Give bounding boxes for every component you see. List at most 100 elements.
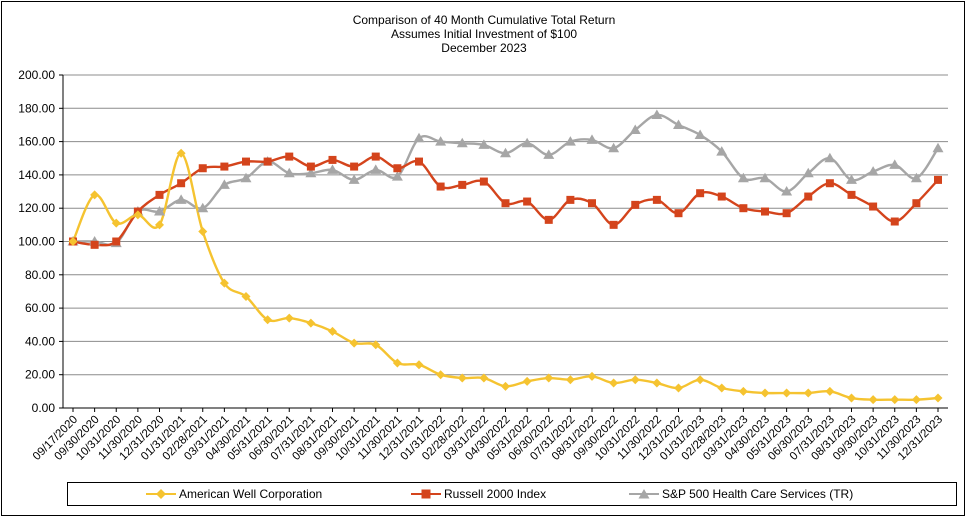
data-point-diamond xyxy=(782,388,792,398)
data-point-square xyxy=(912,199,921,208)
data-point-square xyxy=(717,192,726,201)
data-point-triangle xyxy=(759,172,771,183)
data-point-diamond xyxy=(371,340,381,350)
data-point-diamond xyxy=(609,378,619,388)
data-point-diamond xyxy=(219,278,229,288)
chart-subtitle-1: Assumes Initial Investment of $100 xyxy=(390,27,578,41)
series-lines xyxy=(71,113,940,401)
data-point-triangle xyxy=(564,136,576,146)
data-point-diamond xyxy=(133,210,143,220)
data-point-square xyxy=(177,179,186,188)
data-point-triangle xyxy=(651,109,663,119)
data-point-triangle xyxy=(500,147,511,158)
data-point-diamond xyxy=(911,395,921,405)
data-point-diamond xyxy=(803,388,813,398)
data-point-square xyxy=(436,182,445,191)
data-point-triangle xyxy=(694,129,706,139)
data-point-square xyxy=(544,215,553,224)
legend-item-american-well: American Well Corporation xyxy=(146,483,322,505)
data-point-square xyxy=(609,220,618,229)
y-tick-label: 0.00 xyxy=(32,401,56,415)
data-point-square xyxy=(761,207,769,216)
data-point-triangle xyxy=(391,171,403,181)
data-point-triangle xyxy=(673,119,684,129)
data-point-triangle xyxy=(910,172,922,183)
data-point-triangle xyxy=(867,166,879,176)
data-point-diamond xyxy=(111,218,121,228)
data-point-square xyxy=(479,177,488,186)
data-point-triangle xyxy=(543,149,555,159)
data-point-diamond xyxy=(436,370,446,380)
data-point-diamond xyxy=(241,291,251,301)
data-point-triangle xyxy=(435,136,447,146)
data-point-diamond xyxy=(392,358,402,368)
data-point-diamond xyxy=(868,395,878,405)
chart-title: Comparison of 40 Month Cumulative Total … xyxy=(352,13,616,27)
legend-swatch-triangle-icon xyxy=(629,489,659,499)
data-point-triangle xyxy=(370,164,382,174)
data-point-square xyxy=(393,164,402,173)
data-point-triangle xyxy=(305,167,317,178)
data-point-square xyxy=(155,190,164,199)
data-point-triangle xyxy=(175,194,187,204)
data-point-square xyxy=(90,240,99,249)
data-point-diamond xyxy=(587,371,597,381)
data-point-diamond xyxy=(263,315,273,325)
data-point-square xyxy=(566,195,575,204)
data-point-triangle xyxy=(240,172,252,183)
data-point-square xyxy=(112,237,121,246)
data-point-triangle xyxy=(932,142,944,153)
data-point-diamond xyxy=(328,326,337,336)
legend-item-sp500-hcs: S&P 500 Health Care Services (TR) xyxy=(629,483,853,505)
data-point-diamond xyxy=(414,360,424,370)
axes xyxy=(59,74,948,412)
data-point-square xyxy=(285,152,294,161)
data-point-diamond xyxy=(155,220,164,230)
data-point-triangle xyxy=(802,167,814,178)
data-point-triangle xyxy=(413,132,425,143)
data-point-diamond xyxy=(349,338,359,348)
y-tick-label: 20.00 xyxy=(25,368,55,382)
legend-label-sp500-hcs: S&P 500 Health Care Services (TR) xyxy=(662,487,854,501)
data-point-diamond xyxy=(479,373,489,383)
data-point-diamond xyxy=(630,375,640,385)
data-point-triangle xyxy=(737,172,749,183)
square-icon xyxy=(421,489,431,499)
data-point-square xyxy=(263,157,272,166)
legend-label-russell-2000: Russell 2000 Index xyxy=(444,487,547,501)
y-tick-label: 60.00 xyxy=(25,301,55,315)
data-point-diamond xyxy=(284,313,294,323)
data-point-diamond xyxy=(501,381,510,391)
data-point-diamond xyxy=(522,376,532,386)
data-point-square xyxy=(371,152,380,161)
data-point-diamond xyxy=(306,318,316,328)
data-point-square xyxy=(501,199,510,208)
data-point-square xyxy=(782,209,791,218)
data-point-diamond xyxy=(738,386,748,396)
data-point-square xyxy=(674,209,683,218)
data-point-triangle xyxy=(283,167,295,178)
data-point-square xyxy=(652,195,661,204)
data-point-square xyxy=(739,204,748,213)
data-point-triangle xyxy=(154,206,165,216)
y-tick-label: 40.00 xyxy=(25,334,55,348)
data-point-diamond xyxy=(825,386,835,396)
data-point-diamond xyxy=(760,388,770,398)
chart-subtitle-2: December 2023 xyxy=(441,41,527,55)
data-point-square xyxy=(890,217,899,226)
data-point-triangle xyxy=(716,146,728,156)
data-point-diamond xyxy=(544,373,554,383)
data-point-diamond xyxy=(90,190,100,200)
data-point-triangle xyxy=(348,174,360,184)
data-point-square xyxy=(458,180,467,189)
data-point-triangle xyxy=(521,137,533,148)
data-point-square xyxy=(869,202,878,211)
legend-swatch-diamond-icon xyxy=(146,489,176,499)
series-line xyxy=(72,113,940,247)
series-line xyxy=(71,152,939,401)
data-point-diamond xyxy=(457,373,467,383)
y-tick-label: 160.00 xyxy=(18,135,55,149)
data-point-square xyxy=(825,179,834,188)
data-point-square xyxy=(523,197,532,206)
